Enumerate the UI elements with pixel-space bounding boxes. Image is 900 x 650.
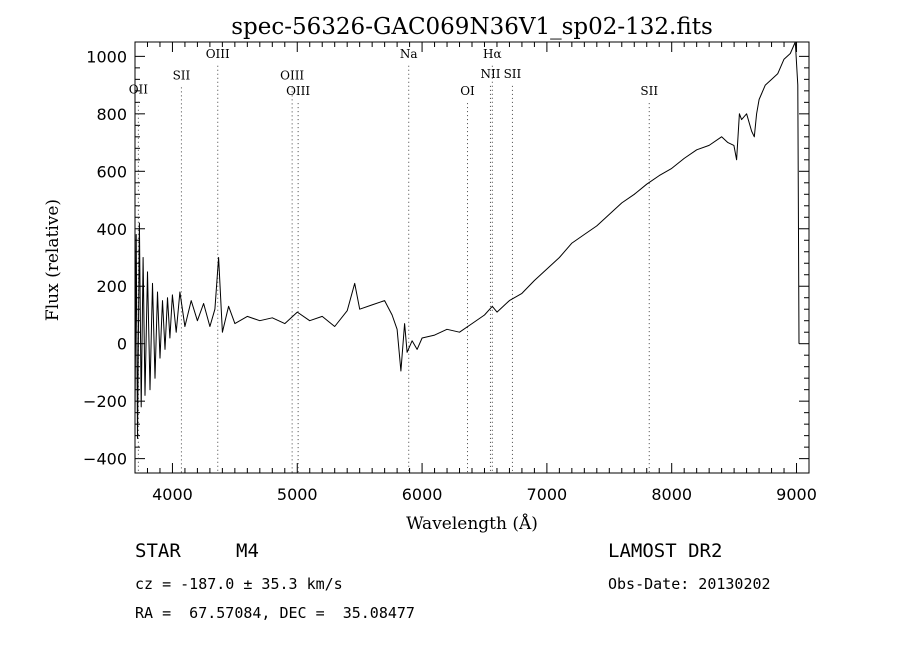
line-label: OI bbox=[460, 84, 475, 98]
x-tick-label: 7000 bbox=[527, 485, 568, 504]
coordinates: RA = 67.57084, DEC = 35.08477 bbox=[135, 604, 415, 622]
y-tick-label: 800 bbox=[96, 105, 127, 124]
line-label: NII bbox=[480, 67, 500, 81]
line-label: OIII bbox=[206, 47, 230, 61]
line-label: OII bbox=[129, 83, 149, 97]
y-tick-label: 400 bbox=[96, 220, 127, 239]
x-axis-label: Wavelength (Å) bbox=[406, 513, 538, 534]
line-label: SII bbox=[173, 68, 191, 82]
line-label: Hα bbox=[483, 47, 502, 61]
x-tick-label: 9000 bbox=[776, 485, 817, 504]
x-tick-label: 4000 bbox=[152, 485, 193, 504]
x-tick-label: 8000 bbox=[651, 485, 692, 504]
y-tick-label: 600 bbox=[96, 162, 127, 181]
spectrum-series bbox=[134, 41, 800, 439]
object-type: STAR bbox=[135, 540, 181, 562]
y-tick-label: 1000 bbox=[86, 47, 127, 66]
redshift-readout: cz = -187.0 ± 35.3 km/s bbox=[135, 575, 343, 593]
plot-frame bbox=[134, 41, 810, 474]
line-label: OIII bbox=[280, 68, 304, 82]
emission-line-markers: OII SII OIII OIII OIII Na OI Hα NII SII SII bbox=[129, 47, 658, 473]
spectrum-line bbox=[134, 41, 800, 439]
y-tick-label: −400 bbox=[83, 450, 127, 469]
obs-date: Obs-Date: 20130202 bbox=[608, 575, 771, 593]
line-label: OIII bbox=[286, 84, 310, 98]
x-tick-label: 5000 bbox=[277, 485, 318, 504]
y-axis-label: Flux (relative) bbox=[43, 199, 63, 321]
y-tick-label: −200 bbox=[83, 392, 127, 411]
survey-name: LAMOST DR2 bbox=[608, 540, 723, 562]
y-tick-label: 0 bbox=[117, 335, 127, 354]
line-label: SII bbox=[640, 84, 658, 98]
plot-axes: 4000 5000 6000 7000 8000 9000 −400 −200 0 200 400 6… bbox=[83, 41, 817, 504]
chart-title: spec-56326-GAC069N36V1_sp02-132.fits bbox=[231, 14, 713, 40]
x-tick-label: 6000 bbox=[402, 485, 443, 504]
line-label: SII bbox=[504, 67, 522, 81]
object-subclass: M4 bbox=[236, 540, 259, 562]
y-tick-label: 200 bbox=[96, 277, 127, 296]
line-label: Na bbox=[400, 47, 418, 61]
